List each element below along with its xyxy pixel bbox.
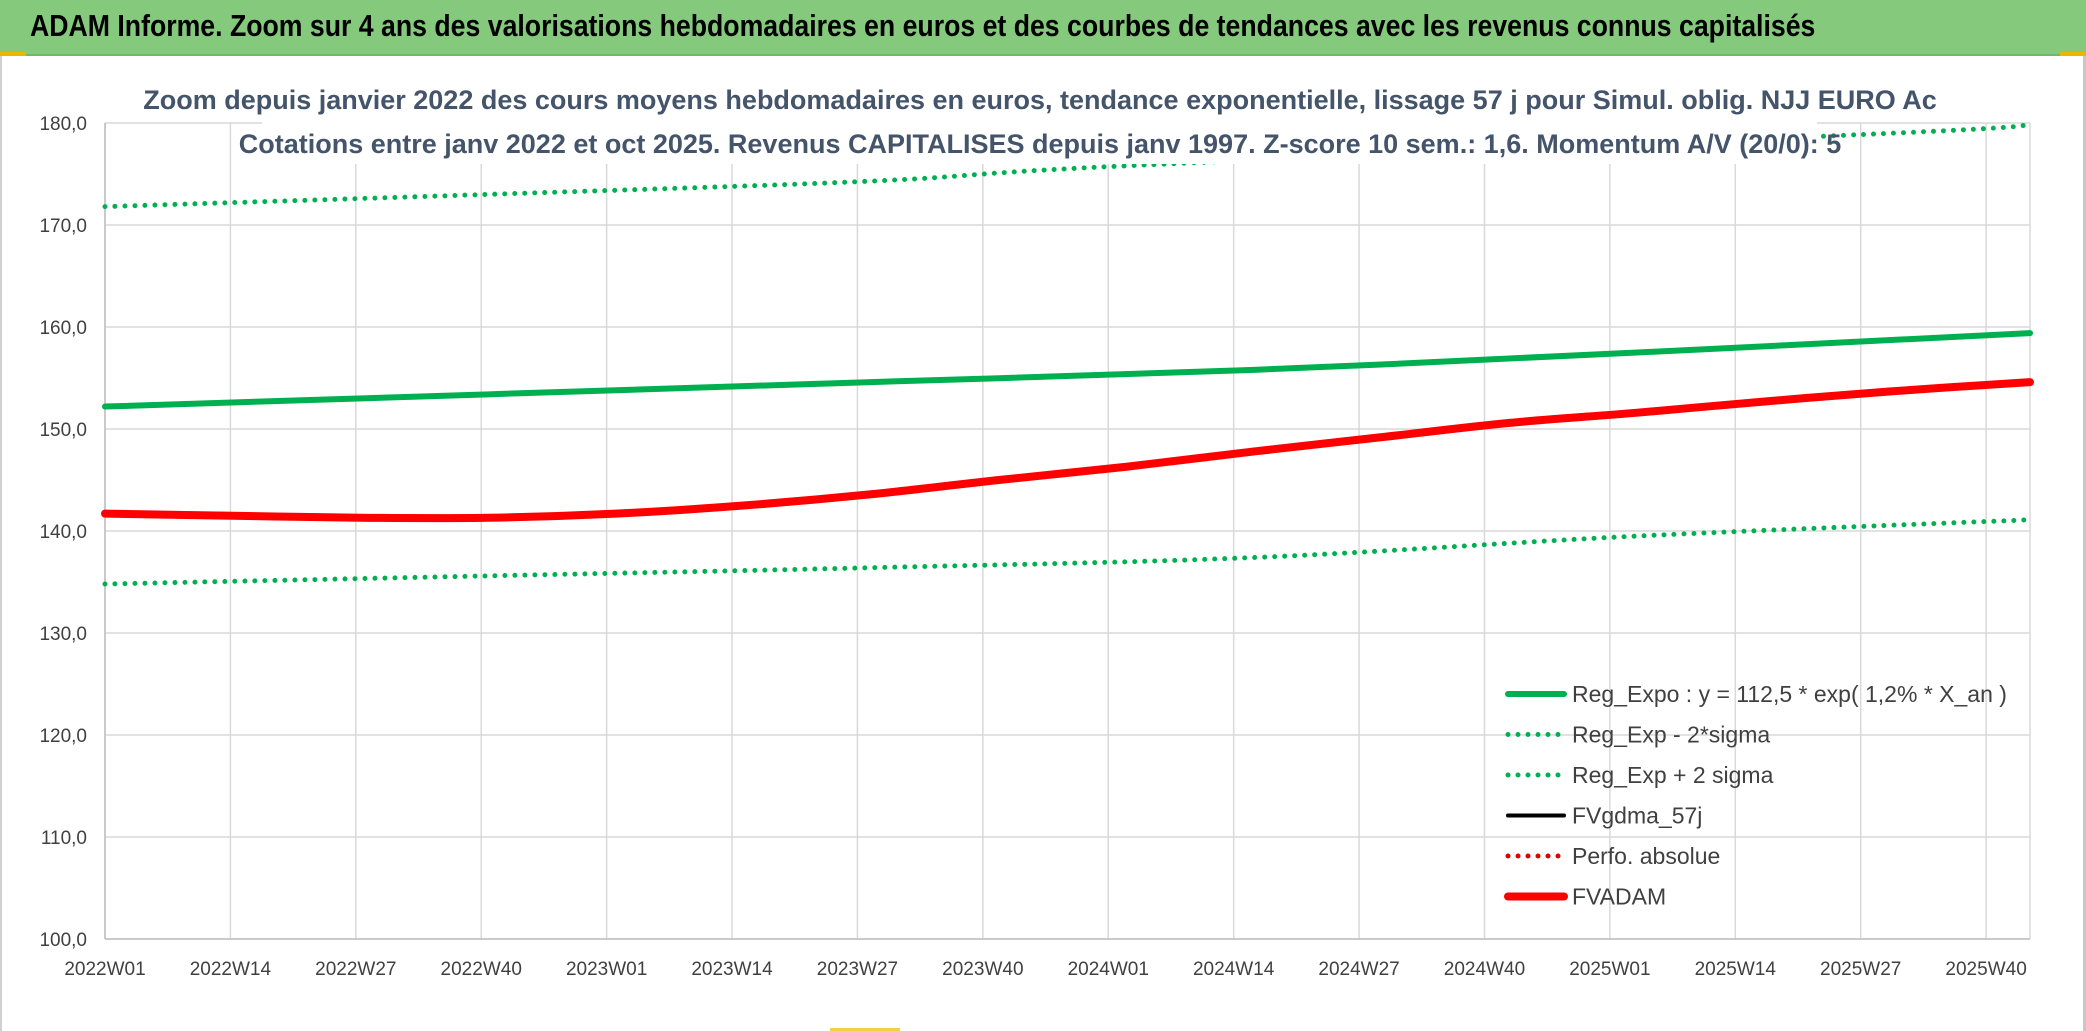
series-layer [101,122,2034,587]
frame-border-left [0,56,2,1031]
x-tick-label: 2024W14 [1193,959,1275,980]
grid-lines [104,122,2031,940]
legend-label: Perfo. absolue [1572,843,1720,869]
chart-title-line-1: Zoom depuis janvier 2022 des cours moyen… [143,85,1937,115]
legend-label: Reg_Exp + 2 sigma [1572,762,1774,788]
header-title: ADAM Informe. Zoom sur 4 ans des valoris… [30,8,1816,43]
y-tick-label: 110,0 [41,828,87,849]
legend-label: FVgdma_57j [1572,803,1702,829]
series-line-2 [102,122,2033,210]
x-tick-label: 2025W27 [1820,959,1901,980]
x-tick-label: 2024W27 [1318,959,1399,980]
y-tick-label: 180,0 [39,114,87,135]
legend-label: Reg_Expo : y = 112,5 * exp( 1,2% * X_an … [1572,681,2007,707]
y-tick-label: 100,0 [39,930,87,951]
x-tick-label: 2023W40 [942,959,1023,980]
header-bar: ADAM Informe. Zoom sur 4 ans des valoris… [0,0,2086,56]
y-tick-label: 120,0 [39,726,87,747]
series-line-1 [102,517,2033,587]
series-line-0 [102,330,2033,410]
x-tick-label: 2025W01 [1569,959,1650,980]
frame-border-right [2083,56,2086,1031]
corner-accent-right [2060,52,2086,56]
x-tick-label: 2022W40 [441,959,522,980]
corner-accent-left [0,52,26,56]
legend-label: FVADAM [1572,884,1666,910]
y-tick-label: 150,0 [39,420,87,441]
y-tick-label: 140,0 [39,522,87,543]
x-tick-label: 2023W14 [691,959,773,980]
y-tick-label: 170,0 [39,216,87,237]
x-tick-label: 2023W27 [817,959,898,980]
x-tick-label: 2024W01 [1068,959,1149,980]
y-axis-ticks: 100,0 110,0 120,0 130,0 140,0 150,0 160,0 170,0… [39,114,87,951]
legend: Reg_Expo : y = 112,5 * exp( 1,2% * X_an … [1504,681,2007,910]
x-tick-label: 2022W27 [315,959,396,980]
legend-label: Reg_Exp - 2*sigma [1572,722,1770,748]
x-tick-label: 2025W40 [1945,959,2026,980]
series-line-5 [101,378,2034,523]
chart-title-line-2: Cotations entre janv 2022 et oct 2025. R… [239,129,1842,159]
bottom-accent [830,1028,900,1031]
x-tick-label: 2022W01 [64,959,145,980]
x-axis-ticks: 2022W01 2022W14 2022W27 2022W40 2023W01 2023W… [64,959,2026,980]
x-tick-label: 2022W14 [190,959,272,980]
x-tick-label: 2023W01 [566,959,647,980]
title-background [262,82,1817,164]
x-tick-label: 2025W14 [1695,959,1777,980]
x-tick-label: 2024W40 [1444,959,1525,980]
y-tick-label: 160,0 [39,318,87,339]
y-tick-label: 130,0 [39,624,87,645]
